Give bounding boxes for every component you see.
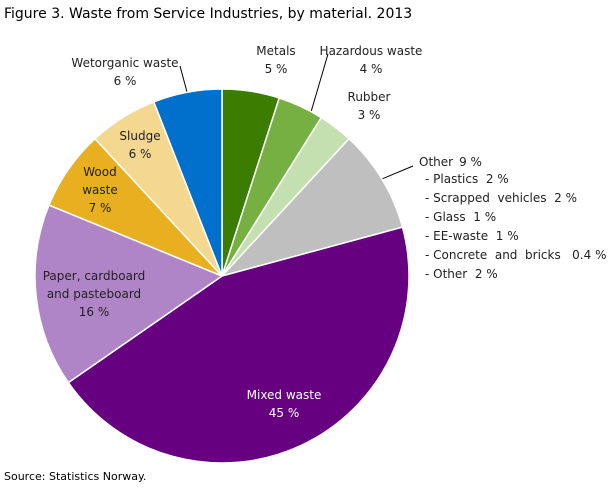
slice-label: Sludge 6 % <box>110 127 170 163</box>
category-label: Sludge <box>119 129 161 143</box>
breakdown-item: - Glass 1 % <box>425 210 497 224</box>
breakdown-item: - EE-waste 1 % <box>425 229 519 243</box>
category-label: Hazardous waste <box>319 44 423 58</box>
chart-title: Figure 3. Waste from Service Industries,… <box>4 6 413 22</box>
slice-label: Mixed waste 45 % <box>224 386 344 422</box>
slice-label: Paper, cardboard and pasteboard 16 % <box>34 267 154 321</box>
value-label: 6 % <box>128 147 152 161</box>
value-label: 6 % <box>113 74 137 88</box>
pie-slice <box>152 88 223 277</box>
category-label: Other <box>419 155 454 169</box>
value-label: 3 % <box>357 108 381 122</box>
pie-slice <box>219 137 404 278</box>
category-label: Rubber <box>347 90 391 104</box>
category-label: Mixed waste <box>246 388 322 402</box>
category-label: Wetorganic waste <box>71 56 179 70</box>
slice-label: Wetorganic waste 6 % <box>50 54 200 90</box>
value-label: 5 % <box>264 62 288 76</box>
slice-label: Hazardous waste 4 % <box>316 42 426 78</box>
category-label: Paper, cardboard and pasteboard <box>42 269 146 301</box>
slice-label: Wood waste 7 % <box>76 163 124 217</box>
value-label: 7 % <box>88 201 112 215</box>
leader-line <box>310 53 329 113</box>
category-label: Metals <box>256 44 296 58</box>
leader-line <box>179 65 188 93</box>
pie-slice <box>34 204 224 384</box>
category-label: Wood waste <box>82 165 118 197</box>
pie-slice <box>67 226 410 464</box>
value-label: 4 % <box>359 62 383 76</box>
breakdown-item: - Concrete and bricks 0.4 % <box>425 248 607 262</box>
breakdown-item: - Other 2 % <box>425 267 498 281</box>
slice-label: Other 9 % <box>419 153 509 171</box>
slice-label: Metals 5 % <box>246 42 306 78</box>
value-label: 9 % <box>459 155 482 169</box>
value-label: 16 % <box>78 305 110 319</box>
source-note: Source: Statistics Norway. <box>4 470 147 483</box>
breakdown-item: - Scrapped vehicles 2 % <box>425 191 577 205</box>
breakdown-item: - Plastics 2 % <box>425 172 509 186</box>
slice-label: Rubber 3 % <box>339 88 399 124</box>
value-label: 45 % <box>268 406 300 420</box>
